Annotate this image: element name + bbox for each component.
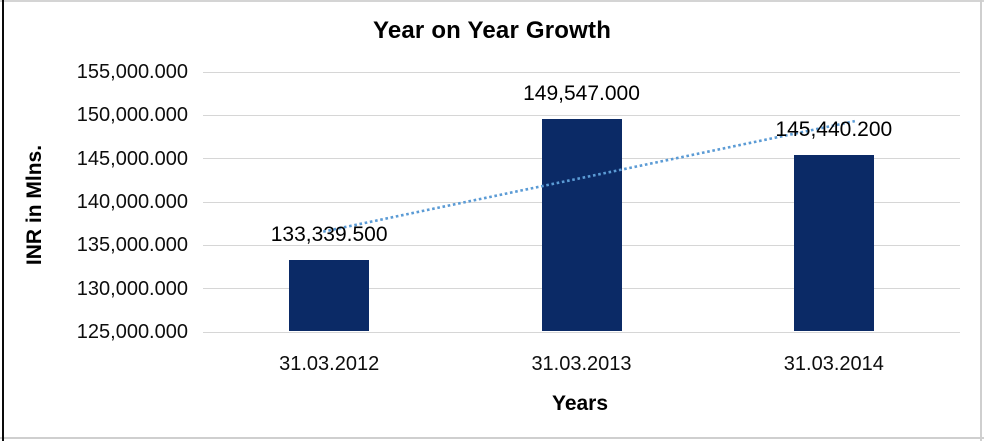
y-axis-tick-label: 135,000.000: [76, 234, 188, 257]
x-axis-tick-label: 31.03.2014: [783, 353, 884, 375]
bar-value-label: 145,440.200: [775, 117, 893, 141]
frame-border-top: [0, 0, 984, 2]
y-axis-tick-label: 125,000.000: [76, 321, 188, 343]
x-axis-tick-label: 31.03.2013: [531, 353, 632, 375]
bar-31.03.2013: [541, 119, 622, 331]
bar-value-label: 133,339.500: [270, 222, 388, 246]
frame-border-right: [980, 0, 982, 441]
frame-border-left: [2, 0, 4, 441]
bar-31.03.2012: [289, 259, 370, 331]
y-axis-tick-label: 130,000.000: [76, 277, 188, 300]
bar-31.03.2014: [793, 154, 874, 331]
y-axis-tick-label: 145,000.000: [76, 147, 188, 170]
chart-title: Year on Year Growth: [372, 17, 612, 44]
bar-value-label: 149,547.000: [523, 82, 640, 106]
x-axis-tick-label: 31.03.2012: [279, 353, 380, 375]
gridline: [203, 114, 960, 116]
x-axis-title: Years: [551, 392, 609, 415]
y-axis-tick-label: 140,000.000: [76, 191, 188, 213]
gridline: [203, 331, 960, 333]
y-axis-tick-label: 150,000.000: [76, 104, 188, 127]
y-axis-tick-label: 155,000.000: [76, 61, 188, 83]
frame-border-bottom: [0, 437, 984, 439]
gridline: [203, 71, 960, 73]
